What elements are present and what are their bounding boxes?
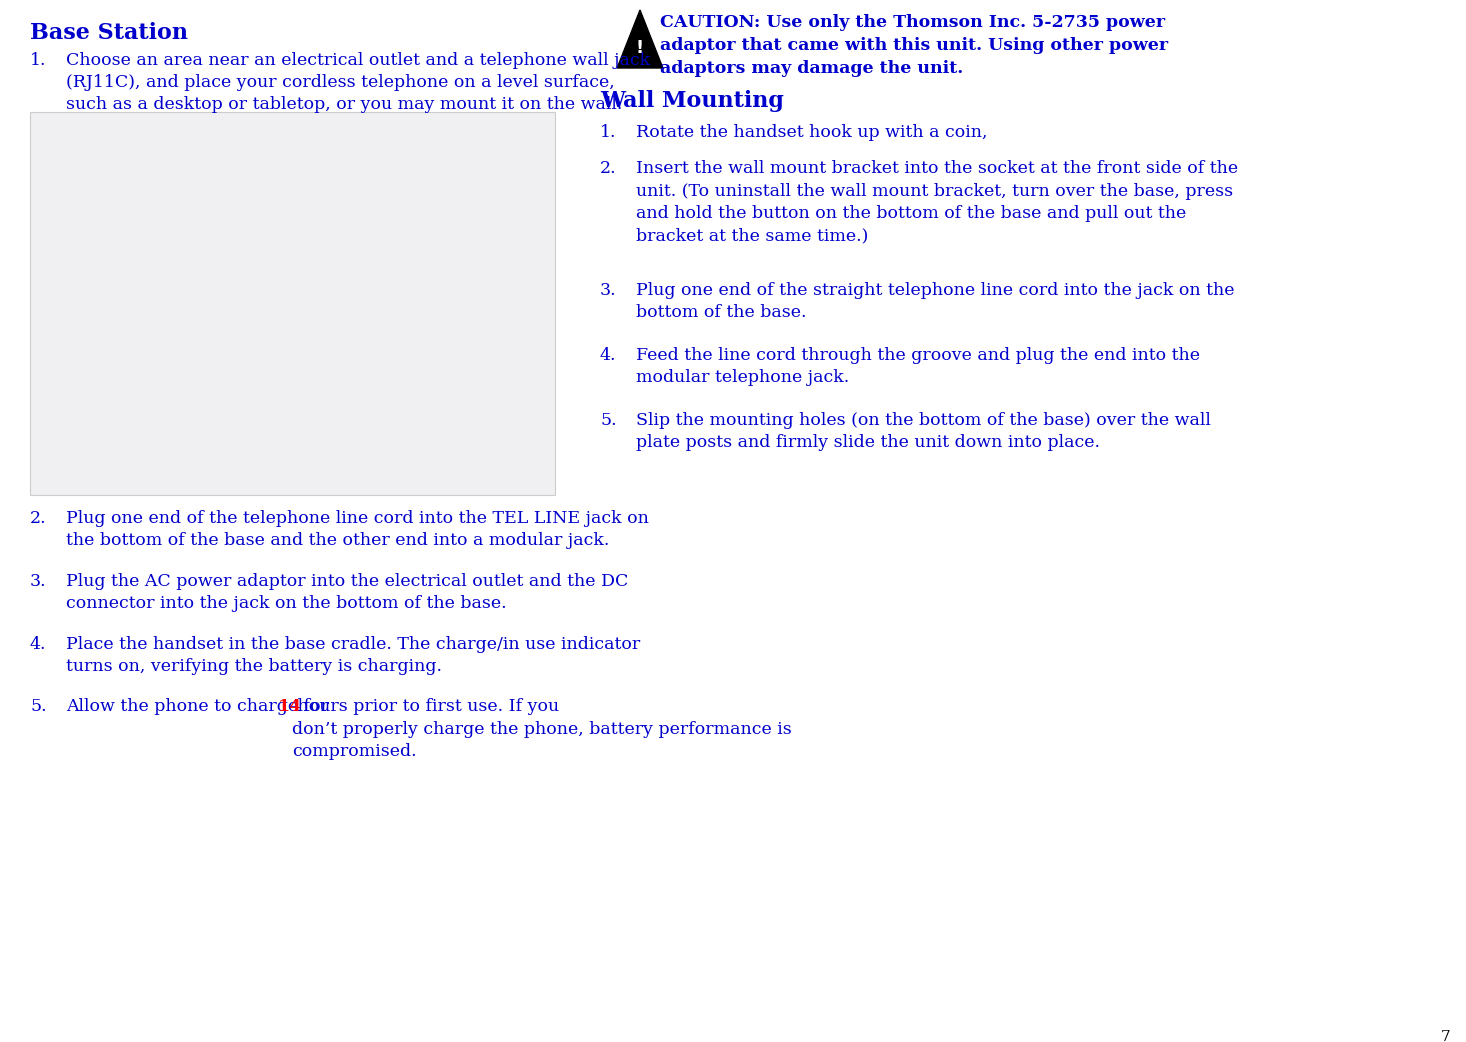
Text: Plug one end of the telephone line cord into the TEL LINE jack on
the bottom of : Plug one end of the telephone line cord …: [66, 510, 649, 549]
Text: 7: 7: [1441, 1029, 1450, 1042]
Text: 4.: 4.: [600, 347, 617, 364]
Text: 5.: 5.: [600, 412, 617, 428]
Text: Plug the AC power adaptor into the electrical outlet and the DC
connector into t: Plug the AC power adaptor into the elect…: [66, 573, 629, 612]
Text: Plug one end of the straight telephone line cord into the jack on the
bottom of : Plug one end of the straight telephone l…: [636, 282, 1234, 321]
Text: Feed the line cord through the groove and plug the end into the
modular telephon: Feed the line cord through the groove an…: [636, 347, 1201, 386]
Text: 2.: 2.: [29, 510, 47, 527]
Text: 1.: 1.: [600, 124, 617, 141]
Text: 5.: 5.: [29, 698, 47, 716]
Text: 3.: 3.: [29, 573, 47, 590]
Text: adaptors may damage the unit.: adaptors may damage the unit.: [660, 60, 963, 77]
Text: Wall Mounting: Wall Mounting: [600, 90, 784, 111]
Text: Rotate the handset hook up with a coin,: Rotate the handset hook up with a coin,: [636, 124, 988, 141]
Text: Insert the wall mount bracket into the socket at the front side of the
unit. (To: Insert the wall mount bracket into the s…: [636, 160, 1239, 244]
Text: 3.: 3.: [600, 282, 617, 299]
Polygon shape: [617, 10, 663, 68]
Text: CAUTION: Use only the Thomson Inc. 5-2735 power: CAUTION: Use only the Thomson Inc. 5-273…: [660, 14, 1165, 31]
Text: 14: 14: [277, 698, 302, 716]
Text: Base Station: Base Station: [29, 22, 188, 44]
FancyBboxPatch shape: [29, 111, 556, 495]
Text: 2.: 2.: [600, 160, 617, 177]
Text: Slip the mounting holes (on the bottom of the base) over the wall
plate posts an: Slip the mounting holes (on the bottom o…: [636, 412, 1211, 451]
Text: hours prior to first use. If you
don’t properly charge the phone, battery perfor: hours prior to first use. If you don’t p…: [292, 698, 792, 760]
Text: Allow the phone to charge for: Allow the phone to charge for: [66, 698, 334, 716]
Text: 1.: 1.: [29, 52, 47, 69]
Text: Choose an area near an electrical outlet and a telephone wall jack
(RJ11C), and : Choose an area near an electrical outlet…: [66, 52, 649, 114]
Text: adaptor that came with this unit. Using other power: adaptor that came with this unit. Using …: [660, 38, 1168, 54]
Text: !: !: [636, 39, 644, 57]
Text: Place the handset in the base cradle. The charge/in use indicator
turns on, veri: Place the handset in the base cradle. Th…: [66, 636, 641, 675]
Text: 4.: 4.: [29, 636, 47, 652]
